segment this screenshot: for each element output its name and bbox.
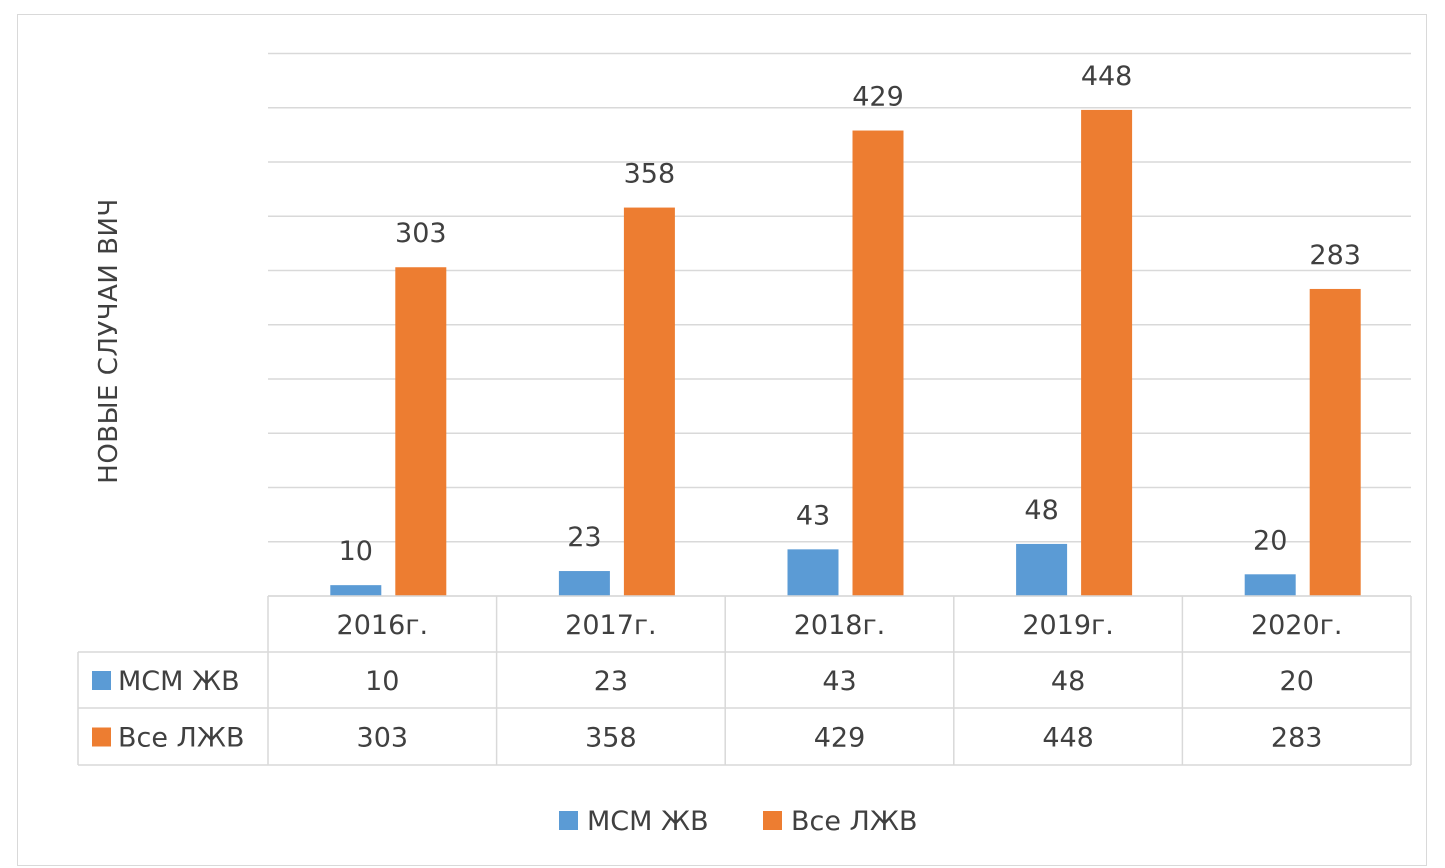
bar [787,549,839,596]
table-cell: 20 [1280,666,1314,697]
bar [1081,109,1133,597]
legend-key [559,811,578,830]
table-cell: 43 [822,666,856,697]
table-legend-key [92,727,111,747]
data-label: 43 [796,500,830,531]
bar [330,585,382,596]
tick-label: 2020г. [1251,610,1342,641]
data-label: 448 [1081,61,1133,92]
legend: МСМ ЖВ Все ЛЖВ [559,806,917,837]
table-cell: 429 [814,723,866,754]
data-label: 10 [339,536,373,567]
bar [395,267,447,596]
chart-frame [17,14,1427,866]
table-cell: 48 [1051,666,1085,697]
legend-key [763,811,782,830]
bar [1309,288,1361,596]
data-table: 2016г. 10 303 2017г. 23 358 2018г. 43 429 2019г. 4… [77,595,1412,766]
tick-label: 2018г. [794,610,885,641]
table-legend-key [92,671,111,690]
y-axis-label: НОВЫЕ СЛУЧАИ ВИЧ [94,198,124,483]
table-series-name: Все ЛЖВ [118,723,244,754]
data-label: 303 [395,218,447,249]
bar [623,207,675,596]
table-cell: 358 [585,723,637,754]
table-cell: 448 [1042,723,1094,754]
data-label: 20 [1253,525,1287,556]
bar [1016,543,1068,596]
data-label: 48 [1024,495,1058,526]
tick-label: 2017г. [565,610,656,641]
tick-label: 2019г. [1022,610,1113,641]
table-series-name: МСМ ЖВ [118,666,240,697]
data-labels: 10 303 23 358 43 429 48 448 20 283 [339,61,1361,567]
data-label: 429 [852,82,904,113]
tick-label: 2016г. [337,610,428,641]
bar [558,571,610,596]
bar [1244,574,1296,596]
bars [330,109,1361,597]
table-cell: 283 [1271,723,1323,754]
legend-entry: Все ЛЖВ [791,806,917,837]
bar [852,130,904,596]
legend-entry: МСМ ЖВ [587,806,709,837]
data-label: 358 [624,159,676,190]
table-cell: 10 [365,666,399,697]
data-label: 23 [567,522,601,553]
data-label: 283 [1309,240,1361,271]
table-cell: 23 [594,666,628,697]
table-cell: 303 [357,723,409,754]
